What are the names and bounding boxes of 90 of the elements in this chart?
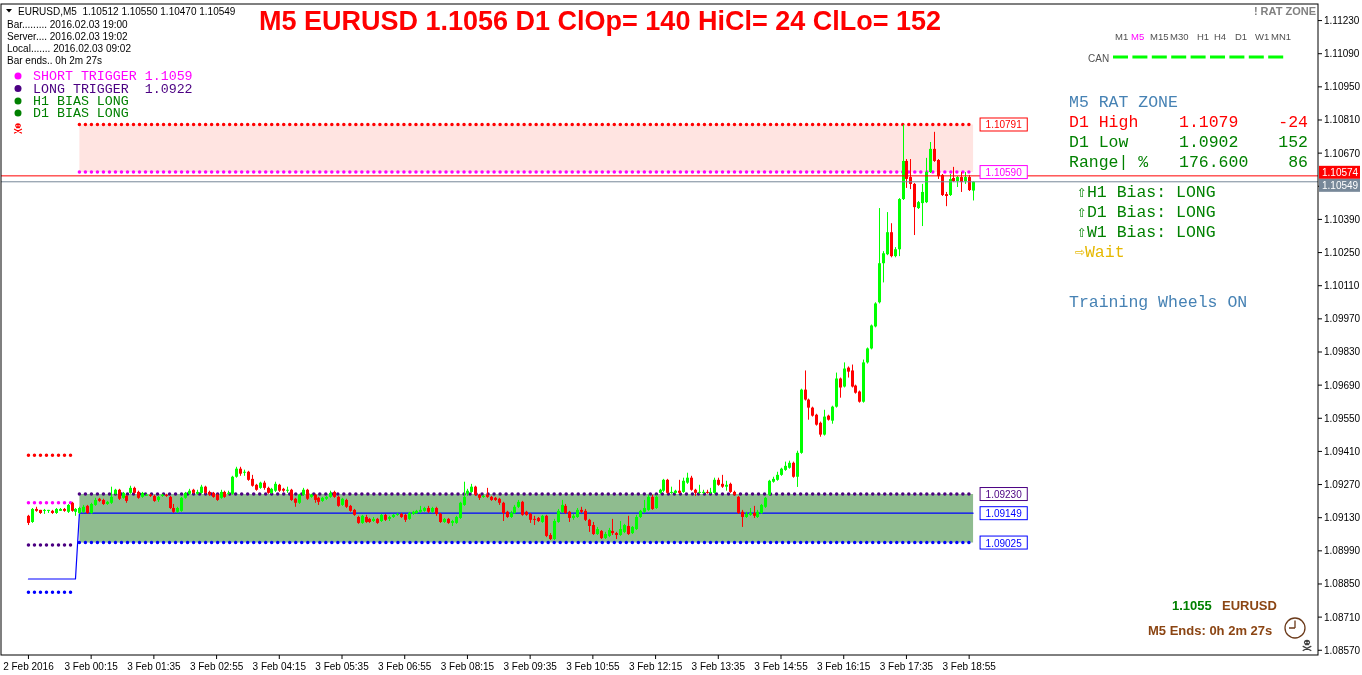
annotation: Bar ends.. 0h 2m 27s — [7, 54, 103, 66]
annotation: Training Wheels ON — [1069, 292, 1248, 312]
y-tick-label: 1.11090 — [1324, 48, 1360, 60]
annotation: EURUSD,M5 1.10512 1.10550 1.10470 1.10549 — [18, 5, 236, 17]
chart-title: M5 EURUSD 1.1056 D1 ClOp= 140 HiCl= 24 ClLo= 152 — [258, 6, 942, 36]
x-tick-label: 3 Feb 18:55 — [942, 660, 997, 672]
annotation: D1 — [1235, 30, 1248, 42]
annotation: Bar......... 2016.02.03 19:00 — [7, 18, 129, 29]
x-tick-label: 3 Feb 09:35 — [503, 660, 558, 672]
candlestick — [843, 361, 846, 388]
data-label: 1.10791 — [985, 119, 1023, 131]
annotation: Local....... 2016.02.03 09:02 — [7, 42, 132, 53]
annotation: SHORT TRIGGER 1.1059 — [33, 68, 193, 84]
annotation: D1 High — [1069, 112, 1139, 132]
x-tick-label: 3 Feb 08:15 — [440, 660, 495, 672]
ref-line-label: 1.10574 — [1322, 167, 1359, 179]
annotation: EURUSD — [1222, 597, 1277, 613]
y-tick-label: 1.09130 — [1324, 512, 1361, 524]
x-tick-label: 3 Feb 04:15 — [252, 660, 307, 672]
annotation: H4 — [1214, 30, 1227, 42]
annotation: M1 — [1115, 30, 1129, 42]
annotation: ⇧W1 Bias: LONG — [1077, 222, 1216, 242]
y-tick-label: 1.09410 — [1324, 445, 1361, 457]
annotation: H1 — [1197, 30, 1210, 42]
annotation: ⇧D1 Bias: LONG — [1077, 202, 1216, 222]
candlestick — [913, 182, 916, 236]
candlestick — [949, 173, 952, 197]
y-tick-label: 1.09270 — [1324, 479, 1361, 491]
y-tick-label: 1.09550 — [1324, 412, 1361, 424]
annotation: M5 — [1131, 30, 1145, 42]
x-tick-label: 3 Feb 16:15 — [817, 660, 871, 672]
candlestick — [545, 514, 548, 538]
data-label: 1.09149 — [985, 508, 1023, 520]
x-tick-label: 3 Feb 17:35 — [879, 660, 934, 672]
y-tick-label: 1.08990 — [1324, 545, 1361, 557]
annotation: 1.1055 — [1172, 597, 1212, 613]
data-label: 1.09025 — [985, 537, 1023, 549]
y-tick-label: 1.08570 — [1324, 644, 1361, 656]
annotation: M15 — [1150, 30, 1169, 42]
candlestick — [890, 222, 893, 258]
annotation: Range| % — [1069, 152, 1149, 172]
y-tick-label: 1.09970 — [1324, 313, 1361, 325]
annotation: 1.1079 — [1179, 112, 1239, 132]
y-tick-label: 1.10950 — [1324, 81, 1361, 93]
y-tick-label: 1.10250 — [1324, 247, 1361, 259]
x-tick-label: 3 Feb 05:35 — [315, 660, 370, 672]
x-tick-label: 3 Feb 14:55 — [754, 660, 809, 672]
candlestick — [627, 515, 630, 536]
annotation: D1 Low — [1069, 132, 1129, 152]
annotation: ! RAT ZONE — [1253, 5, 1316, 17]
annotation: Server.... 2016.02.03 19:02 — [7, 30, 129, 41]
x-tick-label: 3 Feb 00:15 — [64, 660, 119, 672]
y-tick-label: 1.10390 — [1324, 213, 1361, 225]
x-tick-label: 3 Feb 12:15 — [628, 660, 683, 672]
annotation: LONG TRIGGER 1.0922 — [33, 81, 193, 96]
annotation: M5 Ends: 0h 2m 27s — [1148, 622, 1273, 638]
x-tick-label: 3 Feb 02:55 — [189, 660, 244, 672]
annotation: 86 — [1288, 152, 1308, 172]
data-label: 1.09230 — [985, 489, 1023, 501]
annotation: CAN — [1088, 52, 1110, 64]
candlestick — [929, 141, 932, 174]
candlestick — [502, 501, 505, 522]
annotation: M5 RAT ZONE — [1069, 92, 1179, 112]
annotation: -24 — [1278, 112, 1309, 132]
annotation: 1.0902 — [1179, 132, 1239, 152]
y-tick-label: 1.10110 — [1324, 280, 1360, 292]
annotation: MN1 — [1271, 30, 1292, 42]
candlestick — [796, 450, 799, 488]
annotation: ⇨Wait — [1075, 242, 1125, 262]
candlestick — [823, 409, 826, 437]
annotation: ⇧H1 Bias: LONG — [1077, 182, 1216, 202]
x-tick-label: 3 Feb 06:55 — [378, 660, 432, 672]
annotation: M30 — [1170, 30, 1189, 42]
ref-line-label: 1.10549 — [1322, 180, 1359, 192]
x-tick-label: 3 Feb 01:35 — [127, 660, 181, 672]
data-label: 1.10590 — [985, 167, 1023, 179]
annotation: 176.600 — [1179, 152, 1249, 172]
y-tick-label: 1.10670 — [1324, 147, 1361, 159]
x-tick-label: 2 Feb 2016 — [3, 660, 55, 672]
y-tick-label: 1.09690 — [1324, 379, 1361, 391]
y-tick-label: 1.11230 — [1324, 15, 1360, 27]
y-tick-label: 1.09830 — [1324, 346, 1361, 358]
candlestick — [231, 475, 234, 496]
annotation: 152 — [1278, 132, 1308, 152]
x-tick-label: 3 Feb 13:35 — [691, 660, 746, 672]
y-tick-label: 1.08710 — [1324, 611, 1361, 623]
x-tick-label: 3 Feb 10:55 — [566, 660, 620, 672]
y-tick-label: 1.08850 — [1324, 578, 1361, 590]
y-tick-label: 1.10810 — [1324, 114, 1361, 126]
annotation: W1 — [1255, 30, 1270, 42]
